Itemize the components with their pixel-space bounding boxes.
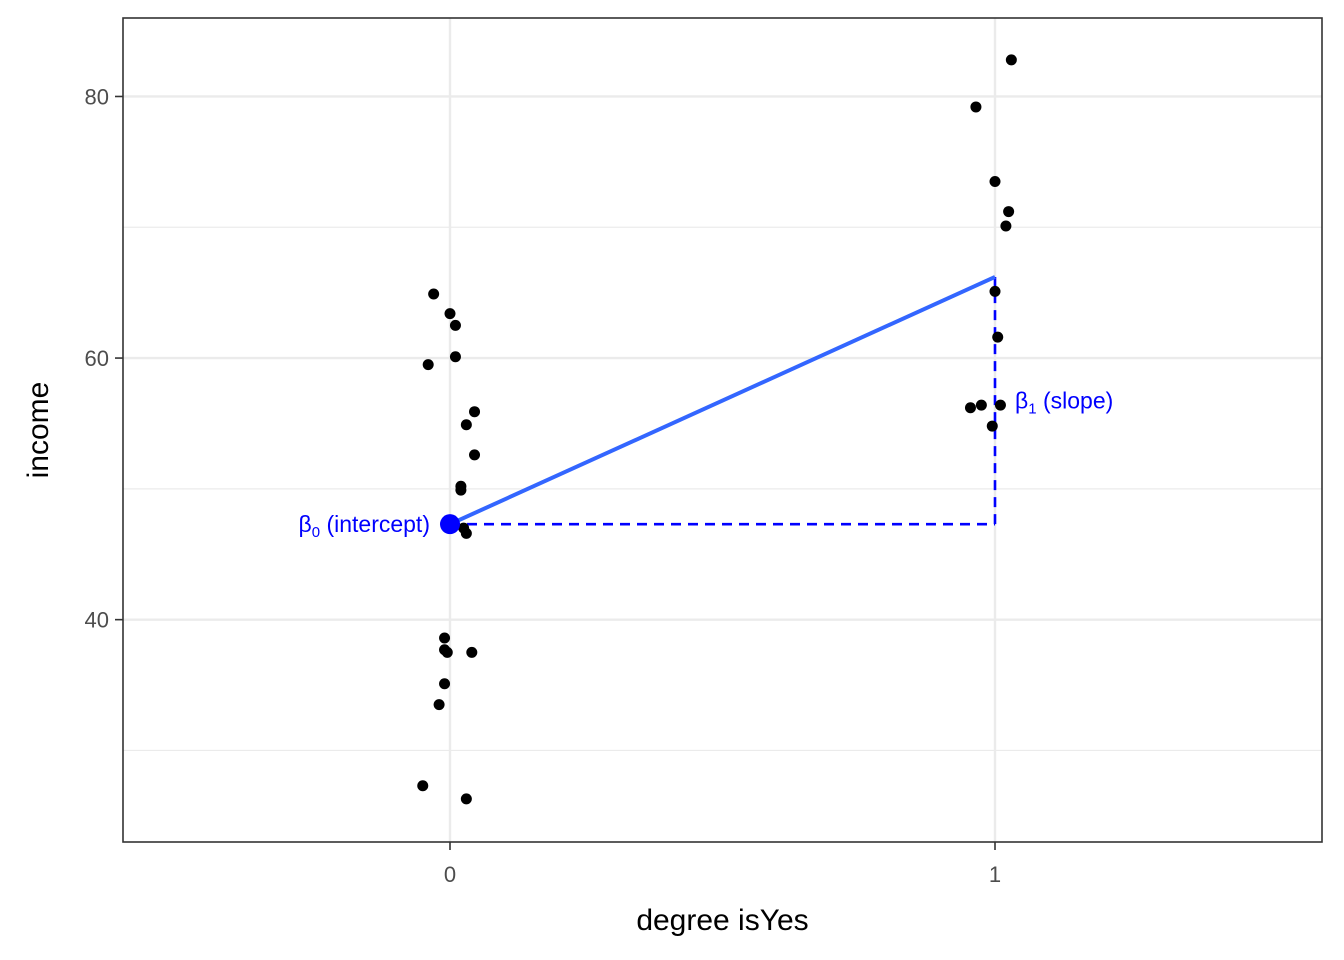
data-point bbox=[986, 420, 998, 432]
data-point bbox=[439, 678, 451, 690]
intercept-subscript: 0 bbox=[312, 524, 320, 541]
data-point bbox=[994, 399, 1006, 411]
regression-line bbox=[449, 275, 996, 526]
y-tick-label: 60 bbox=[85, 346, 109, 371]
data-point bbox=[989, 175, 1001, 187]
data-point bbox=[992, 331, 1004, 343]
panel-border bbox=[122, 17, 1323, 843]
data-point bbox=[439, 632, 451, 644]
data-point bbox=[458, 522, 470, 534]
data-point bbox=[1000, 220, 1012, 232]
data-point bbox=[449, 351, 461, 363]
data-point bbox=[469, 406, 481, 418]
x-tick-label: 1 bbox=[989, 862, 1001, 887]
data-point bbox=[455, 480, 467, 492]
data-point bbox=[466, 646, 478, 658]
data-point bbox=[428, 288, 440, 300]
data-point bbox=[989, 285, 1001, 297]
data-point bbox=[460, 419, 472, 431]
x-axis-title: degree isYes bbox=[636, 904, 808, 937]
y-axis-title: income bbox=[22, 382, 55, 479]
fit-line-layer bbox=[449, 275, 996, 526]
grid bbox=[123, 18, 1322, 842]
axes: 40 60 80 0 1 bbox=[85, 84, 1002, 887]
intercept-point bbox=[440, 514, 460, 535]
data-point bbox=[460, 793, 472, 805]
data-point bbox=[970, 101, 982, 113]
slope-text: (slope) bbox=[1037, 388, 1114, 414]
y-tick-label: 40 bbox=[85, 608, 109, 633]
slope-subscript: 1 bbox=[1028, 401, 1036, 418]
data-point bbox=[1003, 206, 1015, 218]
data-point bbox=[441, 646, 453, 658]
data-point bbox=[417, 780, 429, 792]
intercept-beta: β bbox=[298, 511, 311, 537]
data-point bbox=[1005, 54, 1017, 66]
x-tick-label: 0 bbox=[444, 862, 456, 887]
intercept-text: (intercept) bbox=[320, 511, 430, 537]
data-points bbox=[417, 54, 1017, 805]
data-point bbox=[964, 402, 976, 414]
y-tick-label: 80 bbox=[85, 84, 109, 109]
data-point bbox=[975, 399, 987, 411]
slope-beta: β bbox=[1015, 388, 1028, 414]
annotation-lines bbox=[450, 276, 997, 526]
data-point bbox=[444, 308, 456, 320]
slope-label: β1 (slope) bbox=[1015, 388, 1113, 418]
data-point bbox=[449, 319, 461, 331]
data-point bbox=[469, 449, 481, 461]
intercept-label: β0 (intercept) bbox=[298, 511, 430, 541]
data-point bbox=[422, 359, 434, 371]
data-point bbox=[433, 699, 445, 711]
